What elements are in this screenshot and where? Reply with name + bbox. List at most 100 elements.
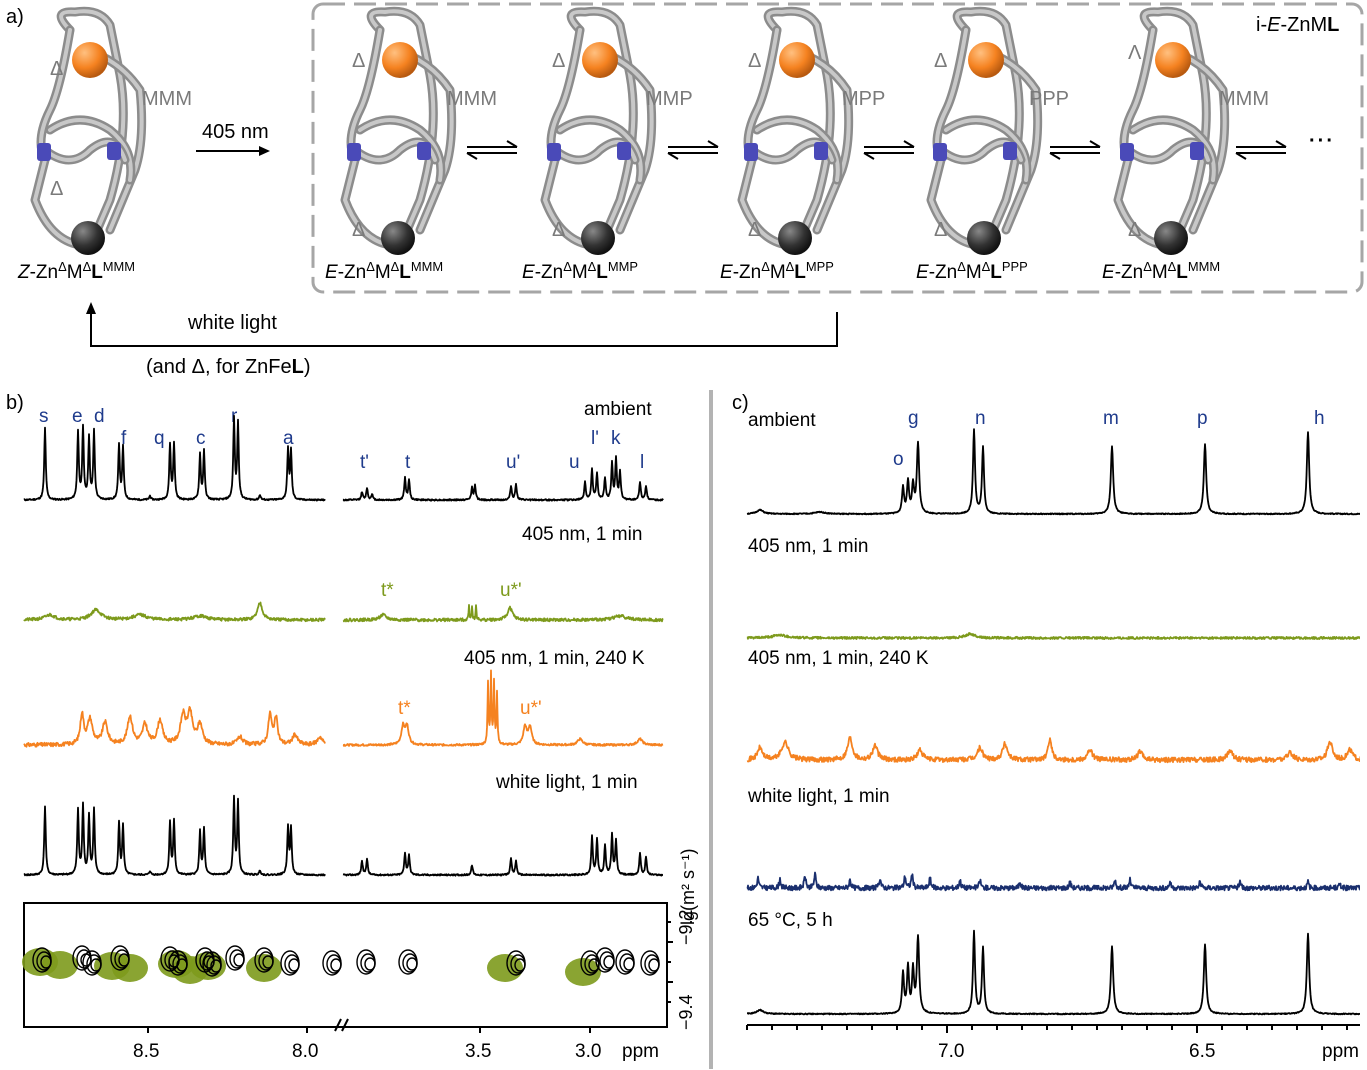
peak-label-u: u — [569, 452, 580, 473]
thermal-note: (and Δ, for ZnFeL) — [146, 356, 311, 378]
nitrogen-left — [547, 143, 561, 161]
cage-2 — [540, 6, 657, 255]
nitrogen-right — [417, 142, 431, 160]
white-light-trace-right — [342, 831, 664, 877]
ambient-trace-left — [23, 414, 326, 502]
peak-label-c: c — [196, 428, 206, 449]
dark-metal-sphere — [967, 221, 1001, 255]
conformation-label: MMM — [142, 88, 192, 110]
dark-metal-sphere — [381, 221, 415, 255]
y-tick-9-4: −9.4 — [676, 994, 696, 1030]
orange-metal-sphere — [382, 42, 418, 78]
box-label: i-E-ZnML — [1256, 14, 1340, 36]
nitrogen-left — [744, 143, 758, 161]
white-light-trace-left — [23, 794, 326, 877]
dosy-contour-black — [330, 958, 342, 972]
equilibrium-arrows — [466, 140, 1287, 160]
spectrum-title-ambient: ambient — [584, 399, 652, 420]
c-peak-h: h — [1314, 408, 1325, 429]
bottom-chirality-label: Δ — [934, 219, 948, 241]
y-axis-title: lg(m² s⁻¹) — [678, 848, 698, 925]
peak-label-u-prime: u' — [506, 452, 521, 473]
top-chirality-label: Δ — [934, 50, 948, 72]
panel-c-label: c) — [732, 392, 749, 414]
c-title-ambient: ambient — [748, 410, 816, 431]
dosy-contour-black — [588, 958, 600, 972]
dosy-contour-olive — [112, 954, 148, 982]
bottom-chirality-label: Δ — [352, 219, 366, 241]
top-chirality-label: Λ — [1128, 42, 1142, 64]
top-chirality-label: Δ — [352, 50, 366, 72]
complex-name: E-ZnΔMΔLPPP — [916, 258, 1028, 283]
nitrogen-right — [814, 142, 828, 160]
complex-name: Z-ZnΔMΔLMMM — [18, 258, 136, 283]
dosy-contour-black — [203, 955, 215, 969]
peak-label-l: l — [640, 452, 645, 473]
ellipsis: ··· — [1309, 130, 1335, 152]
dosy-contour-black — [262, 955, 274, 969]
nitrogen-right — [617, 142, 631, 160]
c-peak-n: n — [975, 408, 986, 429]
conformation-label: MMP — [646, 88, 693, 110]
nitrogen-left — [1120, 143, 1134, 161]
dosy-contour-black — [406, 957, 418, 971]
dosy-contour-black — [623, 957, 635, 971]
bottom-chirality-label: Δ — [552, 219, 566, 241]
peak-label-t-star-240k: t* — [398, 698, 411, 719]
white-light-label: white light — [188, 312, 277, 334]
dosy-contour-olive — [487, 954, 523, 982]
spectrum-title-white: white light, 1 min — [496, 772, 638, 793]
top-chirality-label: Δ — [748, 50, 762, 72]
dark-metal-sphere — [581, 221, 615, 255]
x-tick-8-5: 8.5 — [133, 1041, 160, 1062]
nitrogen-left — [933, 143, 947, 161]
peak-label-t-prime: t' — [360, 452, 369, 473]
orange-metal-sphere — [1155, 42, 1191, 78]
complex-name: E-ZnΔMΔLMMP — [522, 258, 638, 283]
panel-a-label: a) — [6, 6, 24, 28]
dark-metal-sphere — [1154, 221, 1188, 255]
peak-label-u-star-prime: u*' — [500, 580, 522, 601]
peak-label-k: k — [611, 428, 621, 449]
x-tick-3-0: 3.0 — [575, 1041, 602, 1062]
nitrogen-right — [1003, 142, 1017, 160]
peak-label-s: s — [39, 406, 49, 427]
c-irradiated-trace — [746, 632, 1360, 640]
dosy-contour-black — [233, 953, 245, 967]
bottom-chirality-label: Δ — [1128, 219, 1142, 241]
peak-label-d: d — [94, 406, 105, 427]
irradiated-trace-right — [342, 604, 664, 623]
spectrum-title-405: 405 nm, 1 min — [522, 524, 643, 545]
cage-strut-highlight — [739, 28, 789, 247]
panel-divider — [709, 390, 713, 1069]
conformation-label: PPP — [1029, 88, 1070, 110]
dosy-contour-black — [210, 959, 222, 973]
c-peak-g: g — [908, 408, 919, 429]
nitrogen-left — [37, 143, 51, 161]
dosy-contour-black — [90, 958, 102, 972]
conformation-label: MMM — [1219, 88, 1269, 110]
c-peak-p: p — [1197, 408, 1208, 429]
ambient-trace-right — [342, 455, 664, 502]
top-chirality-label: Δ — [552, 50, 566, 72]
peak-label-l-prime: l' — [591, 428, 599, 449]
dark-metal-sphere — [778, 221, 812, 255]
complex-name: E-ZnΔMΔLMMM — [325, 258, 444, 283]
dosy-contour-black — [514, 958, 526, 972]
c-x-unit: ppm — [1322, 1041, 1359, 1062]
nitrogen-right — [107, 142, 121, 160]
panel-c-spectra — [746, 428, 1360, 1033]
dosy-contour-black — [603, 955, 615, 969]
c-peak-m: m — [1103, 408, 1119, 429]
cage-5 — [1113, 6, 1230, 255]
low-temp-trace-left — [23, 706, 326, 748]
peak-label-q: q — [154, 428, 165, 449]
cage-strut-highlight — [342, 28, 392, 247]
top-chirality-label: Δ — [50, 58, 64, 80]
cage-structures — [30, 6, 1230, 255]
peak-label-t: t — [405, 452, 411, 473]
cage-strut-highlight — [358, 118, 443, 182]
complex-name: E-ZnΔMΔLMMM — [1102, 258, 1221, 283]
cage-strut-highlight — [1131, 118, 1216, 182]
cage-1 — [340, 6, 457, 255]
